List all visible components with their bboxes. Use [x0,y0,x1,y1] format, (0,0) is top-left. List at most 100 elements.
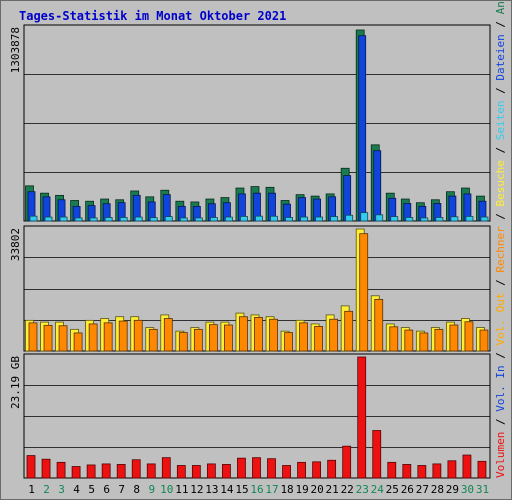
bar-seiten [59,216,68,222]
bar-rechner [239,316,248,352]
bar-seiten [330,216,339,222]
bar-seiten [255,215,263,222]
bar-seiten [465,216,474,222]
bar-rechner [269,318,278,352]
bar-volumen [71,466,81,479]
legend-item-anfragen: Anfragen [494,0,507,14]
x-tick-label: 10 [160,483,173,496]
bar-seiten [209,217,218,222]
x-tick-label: 27 [416,483,429,496]
bar-volumen [282,465,291,479]
bar-volumen [477,460,487,479]
legend-item-rechner: Rechner [494,226,507,273]
x-tick-label: 11 [175,483,188,496]
x-tick-label: 2 [43,483,50,496]
bar-seiten [240,216,248,222]
x-tick-label: 24 [371,483,385,496]
bar-seiten [285,217,293,222]
x-tick-label: 23 [356,483,369,496]
bar-rechner [58,325,68,352]
bar-volumen [86,464,96,479]
legend-item-seiten: Seiten [494,100,507,140]
legend-separator: / [494,14,507,34]
bar-seiten [360,212,369,222]
bar-volumen [237,457,246,479]
bar-volumen [101,463,111,479]
x-tick-label: 4 [73,483,80,496]
bar-rechner [224,324,233,352]
x-tick-label: 16 [250,483,263,496]
bar-rechner [88,323,98,352]
bar-seiten [390,216,399,222]
x-tick-label: 21 [326,483,339,496]
x-tick-label: 6 [103,483,110,496]
legend-separator: / [494,346,507,366]
bar-volumen [447,460,457,479]
legend-item-vol_out: Vol. Out [494,293,507,346]
x-tick-label: 20 [311,483,324,496]
bar-volumen [432,463,442,479]
legend-item-vol_in: Vol. In [494,365,507,411]
bar-volumen [56,461,66,479]
legend-item-dateien: Dateien [494,34,507,80]
bar-volumen [297,461,306,479]
x-tick-label: 29 [446,483,459,496]
bar-rechner [449,324,459,352]
bar-rechner [329,318,339,352]
bar-volumen [357,356,367,479]
x-tick-label: 22 [341,483,354,496]
y-max-label: 1303878 [9,27,22,73]
bar-rechner [479,329,489,352]
bar-rechner [118,320,128,352]
bar-seiten [44,216,53,222]
bar-rechner [148,328,158,352]
x-tick-label: 28 [431,483,444,496]
x-tick-label: 18 [280,483,293,496]
bar-rechner [43,324,53,352]
x-tick-label: 13 [205,483,218,496]
legend-item-volumen: Volumen [494,432,507,478]
x-tick-label: 17 [265,483,278,496]
bar-seiten [194,217,203,222]
bar-seiten [300,216,308,222]
x-tick-label: 19 [295,483,308,496]
bar-volumen [222,464,231,479]
y-max-label: 33802 [9,228,22,261]
bar-volumen [372,430,382,479]
bar-rechner [314,326,324,352]
bar-rechner [133,319,143,352]
bar-seiten [480,216,489,222]
bar-rechner [284,332,293,352]
bar-rechner [419,332,429,352]
bar-rechner [299,322,308,352]
bar-volumen [462,454,472,479]
x-tick-label: 30 [461,483,474,496]
bar-seiten [149,217,158,222]
bar-volumen [342,445,352,479]
legend-item-besuche: Besuche [494,160,507,206]
bar-seiten [375,214,384,222]
x-tick-label: 7 [118,483,125,496]
x-tick-label: 9 [148,483,155,496]
bar-seiten [29,215,38,222]
x-tick-label: 3 [58,483,65,496]
bar-volumen [176,465,186,479]
x-tick-label: 14 [220,483,234,496]
x-tick-label: 25 [386,483,399,496]
x-tick-label: 5 [88,483,95,496]
bar-volumen [417,465,427,479]
x-tick-label: 31 [476,483,489,496]
x-tick-label: 26 [401,483,414,496]
legend: Volumen / Vol. In / Vol. Out / Rechner /… [494,0,507,478]
bar-rechner [344,310,354,352]
bar-volumen [312,461,322,479]
bar-volumen [26,455,36,479]
bar-rechner [374,298,384,352]
bar-rechner [464,321,474,352]
bar-seiten [104,217,113,222]
legend-separator: / [494,273,507,293]
bar-seiten [270,215,278,222]
bar-volumen [402,464,412,479]
bar-rechner [359,233,369,352]
